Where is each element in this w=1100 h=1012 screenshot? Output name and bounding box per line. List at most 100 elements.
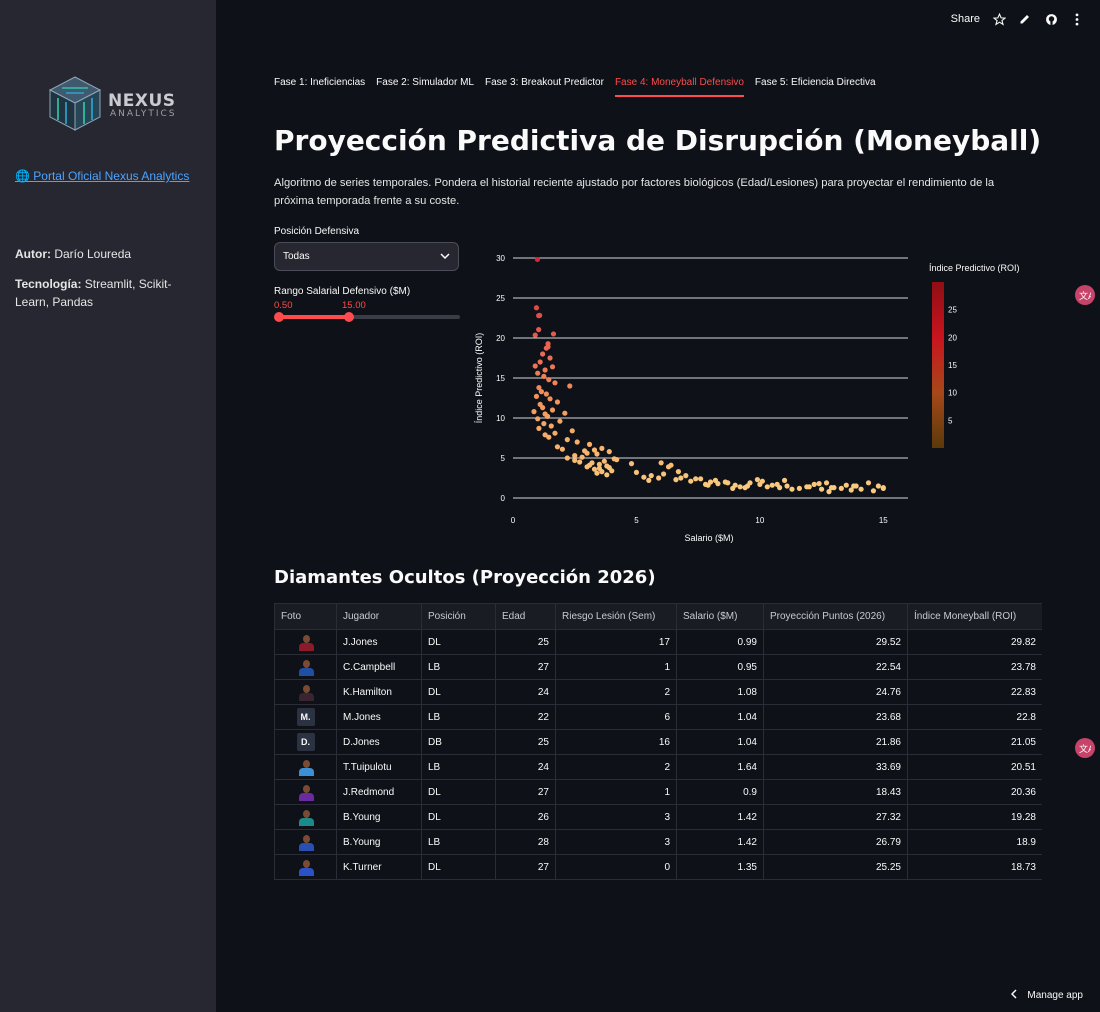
portal-link[interactable]: 🌐 Portal Oficial Nexus Analytics bbox=[15, 169, 190, 183]
data-point bbox=[606, 449, 612, 455]
y-tick-label: 15 bbox=[496, 374, 505, 383]
players-table[interactable]: Foto Jugador Posición Edad Riesgo Lesión… bbox=[274, 603, 1042, 889]
data-point bbox=[851, 483, 857, 489]
col-header-roi[interactable]: Índice Moneyball (ROI) bbox=[907, 603, 1042, 630]
col-header-posicion[interactable]: Posición bbox=[421, 603, 496, 630]
table-row[interactable]: T.Tuipulotu LB 24 2 1.64 33.69 20.51 bbox=[274, 754, 1042, 780]
tab-fase-1[interactable]: Fase 1: Ineficiencias bbox=[274, 77, 366, 88]
pencil-icon[interactable] bbox=[1018, 12, 1032, 26]
data-point bbox=[742, 485, 748, 491]
data-point bbox=[533, 393, 540, 399]
data-point bbox=[547, 396, 553, 402]
player-photo-cell bbox=[274, 629, 337, 655]
data-point bbox=[536, 385, 542, 391]
manage-app-label: Manage app bbox=[1027, 990, 1083, 1001]
injury-risk-cell: 2 bbox=[555, 754, 677, 780]
data-point bbox=[609, 468, 615, 474]
player-name-cell: T.Tuipulotu bbox=[336, 754, 422, 780]
tab-fase-3[interactable]: Fase 3: Breakout Predictor bbox=[485, 77, 604, 88]
data-point bbox=[698, 476, 704, 482]
data-point bbox=[816, 481, 822, 487]
more-vertical-icon[interactable] bbox=[1070, 12, 1084, 26]
player-avatar bbox=[297, 683, 315, 701]
data-point bbox=[656, 475, 662, 481]
table-row[interactable]: B.Young DL 26 3 1.42 27.32 19.28 bbox=[274, 804, 1042, 830]
translate-icon[interactable]: 文A bbox=[1075, 738, 1095, 758]
salary-slider-max-handle[interactable] bbox=[343, 312, 354, 322]
manage-app-button[interactable]: Manage app bbox=[1011, 989, 1083, 1002]
age-cell: 27 bbox=[495, 654, 556, 680]
y-tick-label: 10 bbox=[496, 414, 505, 423]
data-point bbox=[572, 457, 578, 463]
data-point bbox=[550, 331, 557, 337]
player-avatar bbox=[297, 758, 315, 776]
data-point bbox=[559, 446, 565, 452]
player-name-cell: K.Hamilton bbox=[336, 679, 422, 705]
data-point bbox=[536, 313, 542, 319]
data-point bbox=[858, 486, 864, 492]
injury-risk-cell: 1 bbox=[555, 654, 677, 680]
data-point bbox=[784, 483, 790, 489]
age-cell: 24 bbox=[495, 679, 556, 705]
table-title: Diamantes Ocultos (Proyección 2026) bbox=[274, 567, 656, 588]
position-cell: LB bbox=[421, 654, 496, 680]
salary-slider-track[interactable] bbox=[278, 315, 460, 319]
translate-icon[interactable]: 文A bbox=[1075, 285, 1095, 305]
col-header-jugador[interactable]: Jugador bbox=[336, 603, 422, 630]
page-title: Proyección Predictiva de Disrupción (Mon… bbox=[274, 124, 1042, 157]
injury-risk-cell: 2 bbox=[555, 679, 677, 705]
star-icon[interactable] bbox=[992, 12, 1006, 26]
table-row[interactable]: B.Young LB 28 3 1.42 26.79 18.9 bbox=[274, 829, 1042, 855]
salary-cell: 0.99 bbox=[676, 629, 764, 655]
data-point bbox=[633, 469, 640, 475]
data-point bbox=[564, 455, 570, 461]
col-header-salario[interactable]: Salario ($M) bbox=[676, 603, 764, 630]
data-point bbox=[668, 462, 674, 468]
col-header-foto[interactable]: Foto bbox=[274, 603, 337, 630]
table-row[interactable]: D. D.Jones DB 25 16 1.04 21.86 21.05 bbox=[274, 729, 1042, 755]
position-cell: DL bbox=[421, 854, 496, 880]
roi-cell: 22.8 bbox=[907, 704, 1042, 730]
table-row[interactable]: K.Hamilton DL 24 2 1.08 24.76 22.83 bbox=[274, 679, 1042, 705]
data-point bbox=[557, 418, 563, 424]
col-header-edad[interactable]: Edad bbox=[495, 603, 556, 630]
roi-scatter-chart: 0 5 10 15 20 25 30 0 5 10 15 Salario ($M) Índice Pre… bbox=[474, 254, 1020, 543]
position-cell: LB bbox=[421, 704, 496, 730]
table-row[interactable]: M. M.Jones LB 22 6 1.04 23.68 22.8 bbox=[274, 704, 1042, 730]
position-select[interactable]: Todas bbox=[274, 242, 459, 271]
col-header-proyeccion[interactable]: Proyección Puntos (2026) bbox=[763, 603, 908, 630]
table-row[interactable]: C.Campbell LB 27 1 0.95 22.54 23.78 bbox=[274, 654, 1042, 680]
salary-cell: 1.42 bbox=[676, 804, 764, 830]
salary-slider-fill bbox=[278, 315, 349, 319]
table-row[interactable]: K.Turner DL 27 0 1.35 25.25 18.73 bbox=[274, 854, 1042, 880]
data-point bbox=[552, 430, 558, 436]
tab-fase-5[interactable]: Fase 5: Eficiencia Directiva bbox=[754, 77, 876, 88]
data-point bbox=[543, 391, 549, 397]
tab-fase-2[interactable]: Fase 2: Simulador ML bbox=[376, 77, 474, 88]
data-point bbox=[848, 487, 854, 493]
data-point bbox=[594, 451, 600, 457]
data-point bbox=[544, 413, 551, 419]
data-point bbox=[596, 461, 603, 467]
data-point bbox=[675, 469, 682, 475]
salary-cell: 1.08 bbox=[676, 679, 764, 705]
data-point bbox=[572, 453, 578, 459]
roi-cell: 23.78 bbox=[907, 654, 1042, 680]
player-name-cell: B.Young bbox=[336, 804, 422, 830]
data-point bbox=[678, 475, 684, 481]
github-icon[interactable] bbox=[1044, 12, 1058, 26]
share-button[interactable]: Share bbox=[950, 13, 980, 25]
player-name-cell: D.Jones bbox=[336, 729, 422, 755]
table-row[interactable]: J.Jones DL 25 17 0.99 29.52 29.82 bbox=[274, 629, 1042, 655]
data-point bbox=[722, 479, 728, 485]
salary-cell: 1.35 bbox=[676, 854, 764, 880]
salary-slider-min-handle[interactable] bbox=[274, 312, 284, 322]
roi-cell: 18.9 bbox=[907, 829, 1042, 855]
injury-risk-cell: 17 bbox=[555, 629, 677, 655]
tab-fase-4[interactable]: Fase 4: Moneyball Defensivo bbox=[614, 77, 744, 97]
projection-cell: 25.25 bbox=[763, 854, 908, 880]
player-avatar bbox=[297, 808, 315, 826]
col-header-riesgo[interactable]: Riesgo Lesión (Sem) bbox=[555, 603, 677, 630]
data-point bbox=[646, 477, 652, 483]
table-row[interactable]: J.Redmond DL 27 1 0.9 18.43 20.36 bbox=[274, 779, 1042, 805]
